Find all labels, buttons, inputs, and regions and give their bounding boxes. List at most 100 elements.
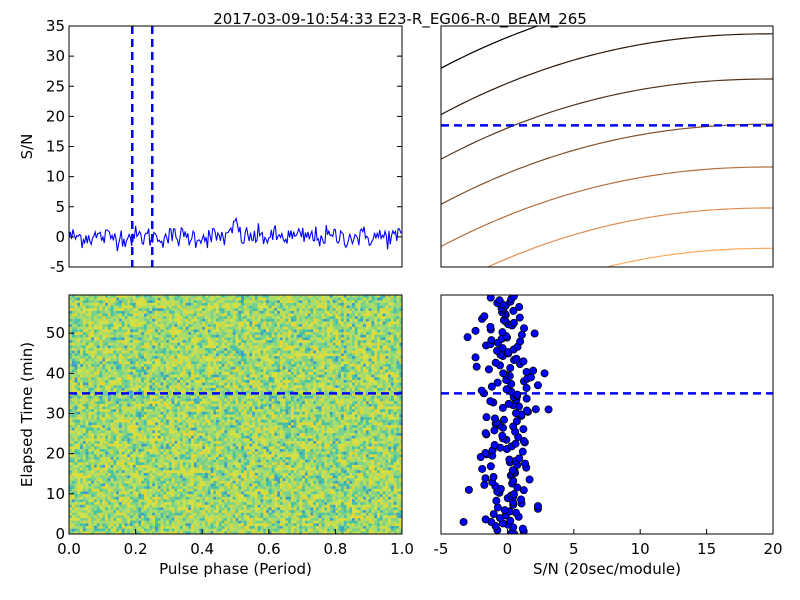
waterfall-cell bbox=[160, 356, 164, 360]
waterfall-cell bbox=[338, 390, 342, 394]
waterfall-cell bbox=[238, 308, 242, 312]
waterfall-cell bbox=[277, 385, 281, 389]
waterfall-cell bbox=[274, 324, 278, 328]
waterfall-cell bbox=[268, 361, 272, 365]
waterfall-cell bbox=[327, 398, 331, 402]
waterfall-cell bbox=[113, 326, 117, 330]
waterfall-cell bbox=[379, 326, 383, 330]
waterfall-cell bbox=[388, 302, 392, 306]
waterfall-cell bbox=[221, 358, 225, 362]
waterfall-cell bbox=[315, 401, 320, 405]
waterfall-cell bbox=[149, 345, 153, 349]
waterfall-cell bbox=[138, 340, 142, 344]
waterfall-cell bbox=[93, 369, 98, 373]
waterfall-cell bbox=[185, 300, 189, 304]
waterfall-cell bbox=[346, 318, 350, 322]
waterfall-cell bbox=[180, 295, 184, 298]
waterfall-cell bbox=[313, 295, 317, 298]
waterfall-cell bbox=[365, 316, 369, 320]
waterfall-cell bbox=[254, 372, 258, 375]
waterfall-cell bbox=[310, 305, 314, 309]
waterfall-cell bbox=[335, 358, 339, 362]
waterfall-cell bbox=[279, 316, 283, 320]
waterfall-cell bbox=[299, 337, 303, 341]
waterfall-cell bbox=[204, 390, 209, 394]
waterfall-cell bbox=[80, 329, 84, 333]
waterfall-cell bbox=[243, 395, 247, 399]
waterfall-cell bbox=[360, 308, 364, 312]
waterfall-cell bbox=[315, 334, 320, 338]
waterfall-cell bbox=[141, 324, 145, 328]
waterfall-cell bbox=[127, 382, 131, 386]
waterfall-cell bbox=[399, 313, 402, 317]
waterfall-cell bbox=[354, 385, 358, 389]
waterfall-cell bbox=[121, 313, 125, 317]
waterfall-cell bbox=[202, 356, 206, 360]
waterfall-cell bbox=[274, 372, 278, 375]
waterfall-cell bbox=[135, 374, 139, 378]
waterfall-cell bbox=[393, 310, 397, 314]
waterfall-cell bbox=[157, 310, 161, 314]
waterfall-cell bbox=[282, 369, 286, 373]
waterfall-cell bbox=[293, 353, 297, 357]
waterfall-cell bbox=[365, 356, 369, 360]
waterfall-cell bbox=[254, 332, 258, 336]
waterfall-cell bbox=[235, 390, 239, 394]
waterfall-cell bbox=[221, 356, 225, 360]
waterfall-cell bbox=[93, 395, 98, 399]
waterfall-cell bbox=[296, 374, 300, 378]
waterfall-cell bbox=[116, 358, 120, 362]
waterfall-cell bbox=[385, 313, 389, 317]
waterfall-cell bbox=[229, 345, 234, 349]
waterfall-cell bbox=[224, 334, 228, 338]
waterfall-cell bbox=[365, 385, 369, 389]
waterfall-cell bbox=[393, 348, 397, 352]
waterfall-cell bbox=[288, 342, 292, 346]
waterfall-cell bbox=[321, 361, 325, 365]
waterfall-cell bbox=[277, 334, 281, 338]
waterfall-cell bbox=[85, 356, 89, 360]
waterfall-cell bbox=[185, 401, 189, 405]
waterfall-cell bbox=[329, 369, 333, 373]
waterfall-cell bbox=[371, 390, 375, 394]
waterfall-cell bbox=[263, 364, 267, 367]
waterfall-cell bbox=[210, 356, 214, 360]
waterfall-cell bbox=[174, 300, 178, 304]
waterfall-cell bbox=[360, 369, 364, 373]
waterfall-cell bbox=[185, 295, 189, 298]
waterfall-cell bbox=[121, 348, 125, 352]
waterfall-cell bbox=[146, 326, 150, 330]
waterfall-cell bbox=[177, 382, 181, 386]
waterfall-cell bbox=[338, 372, 342, 375]
waterfall-cell bbox=[282, 353, 286, 357]
waterfall-cell bbox=[107, 324, 111, 328]
waterfall-cell bbox=[102, 329, 106, 333]
waterfall-cell bbox=[307, 313, 311, 317]
waterfall-cell bbox=[116, 313, 120, 317]
waterfall-cell bbox=[271, 385, 275, 389]
waterfall-cell bbox=[382, 372, 386, 375]
waterfall-cell bbox=[324, 329, 328, 333]
waterfall-cell bbox=[363, 313, 367, 317]
waterfall-cell bbox=[180, 308, 184, 312]
waterfall-cell bbox=[163, 348, 167, 352]
waterfall-cell bbox=[335, 356, 339, 360]
waterfall-cell bbox=[296, 361, 300, 365]
waterfall-cell bbox=[249, 321, 253, 325]
waterfall-cell bbox=[388, 321, 392, 325]
waterfall-cell bbox=[204, 302, 209, 306]
waterfall-cell bbox=[266, 393, 270, 397]
waterfall-cell bbox=[130, 348, 134, 352]
waterfall-cell bbox=[393, 295, 397, 298]
waterfall-cell bbox=[199, 332, 203, 336]
waterfall-cell bbox=[399, 300, 402, 304]
waterfall-cell bbox=[357, 300, 361, 304]
waterfall-cell bbox=[71, 377, 75, 381]
waterfall-cell bbox=[124, 305, 128, 309]
waterfall-cell bbox=[71, 300, 75, 304]
waterfall-cell bbox=[346, 395, 350, 399]
waterfall-cell bbox=[346, 393, 350, 397]
waterfall-cell bbox=[321, 364, 325, 367]
waterfall-cell bbox=[293, 318, 297, 322]
waterfall-cell bbox=[299, 318, 303, 322]
